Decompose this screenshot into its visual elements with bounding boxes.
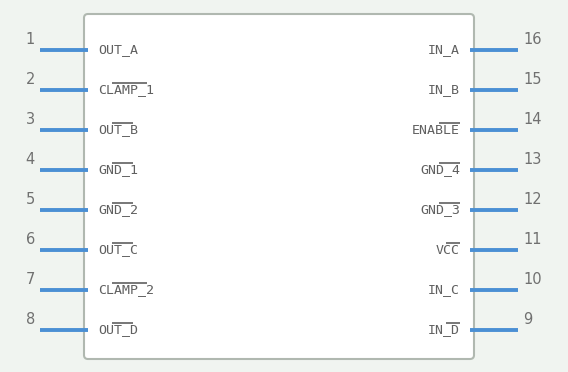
Text: IN_D: IN_D — [428, 324, 460, 337]
Text: OUT_B: OUT_B — [98, 124, 138, 137]
Text: IN_A: IN_A — [428, 44, 460, 57]
Text: 4: 4 — [26, 152, 35, 167]
Text: IN_C: IN_C — [428, 283, 460, 296]
Text: CLAMP_1: CLAMP_1 — [98, 83, 154, 96]
FancyBboxPatch shape — [84, 14, 474, 359]
Text: 5: 5 — [26, 192, 35, 207]
Text: 8: 8 — [26, 312, 35, 327]
Text: 13: 13 — [523, 152, 541, 167]
Text: GND_4: GND_4 — [420, 164, 460, 176]
Text: ENABLE: ENABLE — [412, 124, 460, 137]
Text: 15: 15 — [523, 72, 541, 87]
Text: 3: 3 — [26, 112, 35, 127]
Text: 9: 9 — [523, 312, 532, 327]
Text: IN_B: IN_B — [428, 83, 460, 96]
Text: 6: 6 — [26, 232, 35, 247]
Text: GND_1: GND_1 — [98, 164, 138, 176]
Text: 2: 2 — [26, 72, 35, 87]
Text: 14: 14 — [523, 112, 541, 127]
Text: GND_3: GND_3 — [420, 203, 460, 217]
Text: 10: 10 — [523, 272, 542, 287]
Text: OUT_C: OUT_C — [98, 244, 138, 257]
Text: CLAMP_2: CLAMP_2 — [98, 283, 154, 296]
Text: 1: 1 — [26, 32, 35, 47]
Text: OUT_D: OUT_D — [98, 324, 138, 337]
Text: 16: 16 — [523, 32, 541, 47]
Text: GND_2: GND_2 — [98, 203, 138, 217]
Text: 11: 11 — [523, 232, 541, 247]
Text: 7: 7 — [26, 272, 35, 287]
Text: 12: 12 — [523, 192, 542, 207]
Text: VCC: VCC — [436, 244, 460, 257]
Text: OUT_A: OUT_A — [98, 44, 138, 57]
